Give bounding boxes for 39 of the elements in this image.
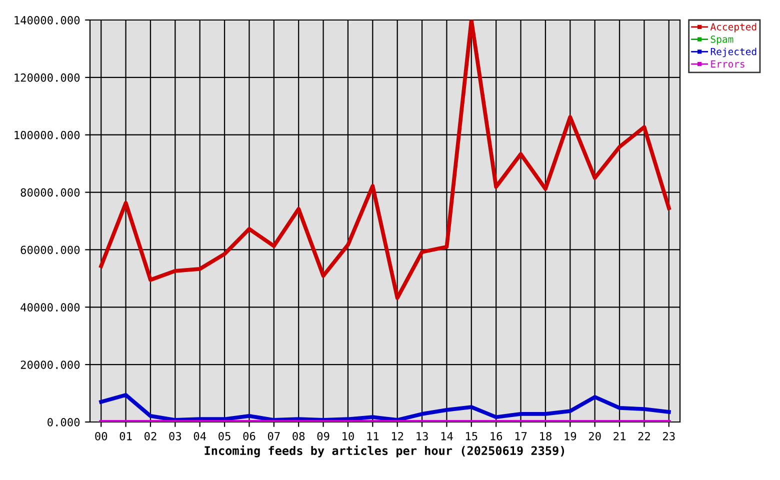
x-tick-label: 20 (588, 432, 601, 440)
x-tick-label: 13 (416, 432, 428, 440)
legend-label: Spam (710, 36, 734, 45)
x-axis-title: Incoming feeds by articles per hour (20250619 2359) (204, 445, 564, 458)
y-tick-label: 60000.000 (20, 246, 80, 254)
x-tick-label: 17 (515, 432, 527, 440)
x-tick-label: 18 (540, 432, 552, 440)
x-tick-label: 09 (317, 432, 330, 440)
y-tick-label: 120000.000 (14, 73, 80, 82)
x-tick-label: 16 (490, 432, 502, 440)
legend-label: Accepted (710, 22, 756, 32)
y-tick-label: 40000.000 (20, 303, 80, 312)
x-tick-label: 06 (243, 432, 256, 440)
x-tick-label: 03 (169, 432, 182, 440)
y-tick-label: 0.000 (48, 418, 80, 426)
x-tick-label: 04 (194, 432, 206, 440)
x-tick-label: 01 (120, 432, 132, 440)
legend-label: Errors (711, 60, 744, 68)
x-tick-label: 23 (663, 432, 675, 440)
line-series (99, 393, 671, 422)
x-tick-label: 11 (367, 432, 379, 440)
x-tick-label: 19 (564, 432, 576, 440)
legend-label: Rejected (710, 48, 756, 58)
x-tick-label: 02 (144, 432, 156, 440)
x-tick-label: 12 (392, 432, 404, 440)
x-tick-label: 21 (614, 432, 626, 440)
x-tick-label: 08 (292, 432, 305, 440)
x-tick-label: 00 (95, 432, 108, 440)
x-tick-label: 07 (268, 432, 280, 440)
x-tick-label: 15 (466, 432, 478, 440)
x-tick-label: 22 (638, 432, 650, 440)
x-tick-label: 10 (342, 432, 354, 440)
x-tick-label: 05 (218, 432, 230, 440)
y-tick-label: 80000.000 (20, 188, 80, 197)
x-tick-label: 14 (441, 432, 453, 440)
y-tick-label: 20000.000 (20, 360, 80, 369)
y-tick-label: 140000.000 (14, 16, 80, 24)
y-tick-label: 100000.000 (14, 130, 80, 140)
line-series (99, 20, 671, 300)
